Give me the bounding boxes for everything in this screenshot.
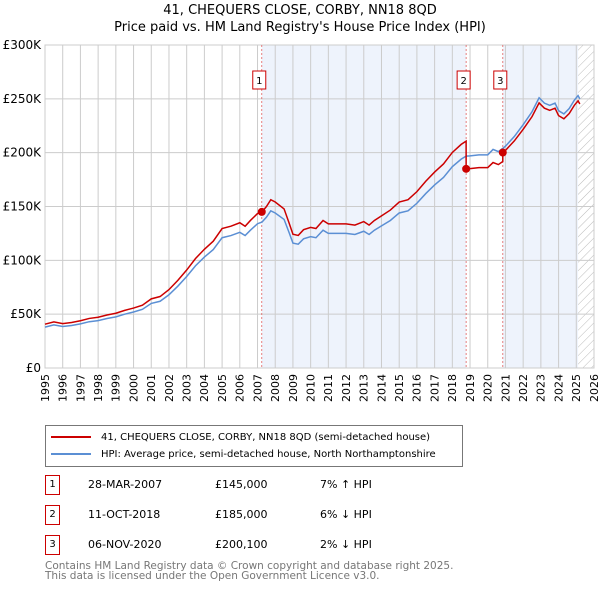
x-tick-label: 2008 xyxy=(269,374,282,402)
sale-label-box xyxy=(252,70,267,90)
x-tick-label: 1996 xyxy=(57,374,70,402)
price-chart: 1995 1996 1997 1998 1999 2000 2001 2002 2003 2004… xyxy=(3,38,600,402)
sale-marker-badge: 1 xyxy=(45,475,60,495)
legend-label-price: 41, CHEQUERS CLOSE, CORBY, NN18 8QD (sem… xyxy=(101,431,431,443)
sale-date: 06-NOV-2020 xyxy=(88,538,162,551)
legend-swatch-price xyxy=(51,436,91,438)
y-tick-label: £200K xyxy=(3,146,43,160)
x-tick-label: 2015 xyxy=(393,374,406,402)
sale-label-box xyxy=(456,70,471,90)
x-tick-label: 2022 xyxy=(517,374,530,402)
sale-date: 11-OCT-2018 xyxy=(88,508,161,521)
sale-price: £200,100 xyxy=(215,538,268,551)
y-tick-label: £0 xyxy=(26,361,41,375)
x-tick-label: 2011 xyxy=(322,374,335,402)
footer-line-2: This data is licensed under the Open Gov… xyxy=(45,570,380,582)
sale-point xyxy=(462,164,471,173)
sale-hpi-diff: 2% ↓ HPI xyxy=(320,538,372,551)
sale-label-box xyxy=(493,70,508,90)
x-tick-label: 2003 xyxy=(181,374,194,402)
hpi-line xyxy=(44,94,581,328)
sale-marker-badge: 2 xyxy=(45,505,60,525)
y-tick-label: £150K xyxy=(3,200,43,214)
x-tick-label: 2025 xyxy=(570,374,583,402)
x-tick-label: 2013 xyxy=(358,374,371,402)
sale-hpi-diff: 7% ↑ HPI xyxy=(320,478,372,491)
x-tick-label: 1999 xyxy=(110,374,123,402)
sale-row: 2 11-OCT-2018 £185,000 6% ↓ HPI xyxy=(45,505,465,525)
x-tick-label: 2021 xyxy=(499,374,512,402)
sale-label: 1 xyxy=(256,76,262,87)
x-tick-label: 2024 xyxy=(552,374,565,402)
x-tick-label: 2009 xyxy=(287,374,300,402)
sale-row: 1 28-MAR-2007 £145,000 7% ↑ HPI xyxy=(45,475,465,495)
x-tick-label: 2016 xyxy=(411,374,424,402)
x-tick-label: 2005 xyxy=(216,374,229,402)
footer-line-1: Contains HM Land Registry data © Crown c… xyxy=(45,560,454,572)
sale-price: £145,000 xyxy=(215,478,268,491)
chart-title: 41, CHEQUERS CLOSE, CORBY, NN18 8QD xyxy=(163,3,437,18)
sale-hpi-diff: 6% ↓ HPI xyxy=(320,508,372,521)
x-tick-label: 2012 xyxy=(340,374,353,402)
x-tick-label: 2017 xyxy=(428,374,441,402)
x-tick-label: 2023 xyxy=(535,374,548,402)
legend-swatch-hpi xyxy=(51,453,91,455)
x-tick-label: 2000 xyxy=(127,374,140,402)
x-tick-label: 1997 xyxy=(74,374,87,402)
x-tick-label: 2020 xyxy=(482,374,495,402)
sale-point xyxy=(257,207,266,216)
x-tick-label: 2006 xyxy=(234,374,247,402)
x-tick-label: 2018 xyxy=(446,374,459,402)
sale-label: 3 xyxy=(497,76,503,87)
y-tick-label: £300K xyxy=(3,38,43,52)
legend-item-price: 41, CHEQUERS CLOSE, CORBY, NN18 8QD (sem… xyxy=(51,429,430,445)
sale-label: 2 xyxy=(460,76,466,87)
x-tick-label: 1995 xyxy=(39,374,52,402)
chart-subtitle: Price paid vs. HM Land Registry's House … xyxy=(114,20,486,35)
x-tick-label: 2002 xyxy=(163,374,176,402)
sale-price: £185,000 xyxy=(215,508,268,521)
footer: Contains HM Land Registry data © Crown c… xyxy=(45,560,454,582)
x-tick-label: 1998 xyxy=(92,374,105,402)
sale-row: 3 06-NOV-2020 £200,100 2% ↓ HPI xyxy=(45,535,465,555)
y-tick-label: £100K xyxy=(3,253,43,267)
sale-marker-badge: 3 xyxy=(45,535,60,555)
y-tick-label: £50K xyxy=(10,307,42,321)
sale-date: 28-MAR-2007 xyxy=(88,478,163,491)
x-tick-label: 2004 xyxy=(198,374,211,402)
x-tick-label: 2010 xyxy=(304,374,317,402)
plot-border xyxy=(44,44,595,369)
x-tick-label: 2019 xyxy=(464,374,477,402)
legend-label-hpi: HPI: Average price, semi-detached house,… xyxy=(101,448,436,460)
x-tick-label: 2007 xyxy=(251,374,264,402)
sale-point xyxy=(498,148,507,157)
legend-item-hpi: HPI: Average price, semi-detached house,… xyxy=(51,446,436,462)
legend: 41, CHEQUERS CLOSE, CORBY, NN18 8QD (sem… xyxy=(45,425,463,467)
x-tick-label: 2026 xyxy=(588,374,600,402)
y-tick-label: £250K xyxy=(3,92,43,106)
x-tick-label: 2014 xyxy=(375,374,388,402)
x-tick-label: 2001 xyxy=(145,374,158,402)
